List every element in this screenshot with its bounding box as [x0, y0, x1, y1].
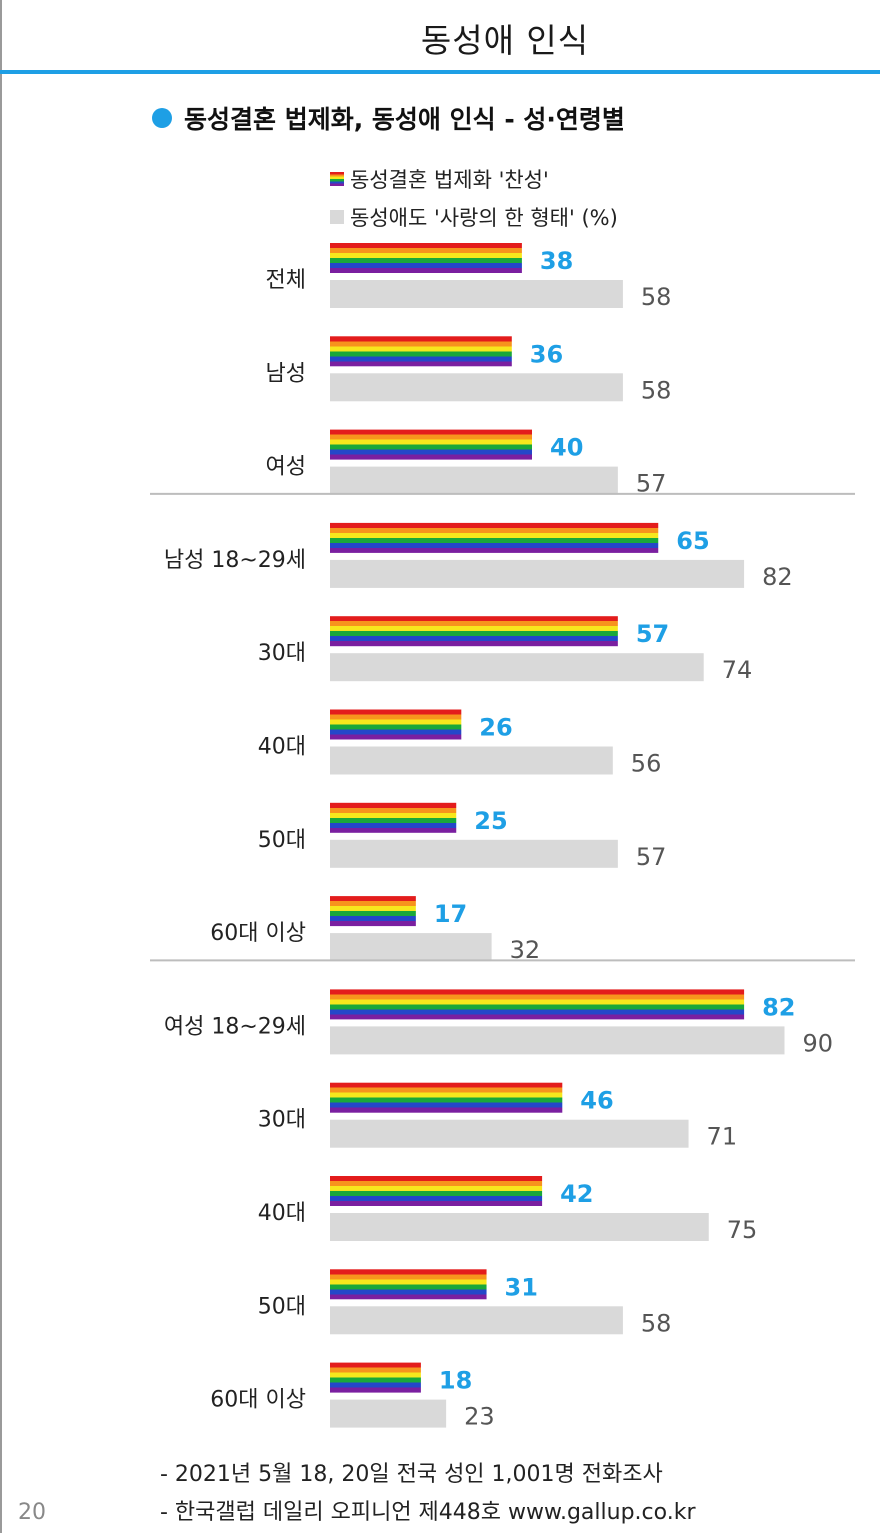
value-label-support: 42 [560, 1180, 593, 1208]
bar-support [330, 336, 512, 367]
left-margin-rule [0, 0, 2, 1533]
value-label-love: 23 [464, 1403, 495, 1431]
value-label-support: 17 [434, 900, 467, 928]
footnotes: - 2021년 5월 18, 20일 전국 성인 1,001명 전화조사 - 한… [160, 1456, 696, 1532]
bar-love [330, 559, 745, 588]
legend-item-support: 동성결혼 법제화 '찬성' [330, 160, 618, 198]
bar-love [330, 1306, 623, 1335]
bar-support [330, 522, 659, 553]
chart-legend: 동성결혼 법제화 '찬성' 동성애도 '사랑의 한 형태' (%) [330, 160, 618, 236]
value-label-love: 74 [722, 656, 753, 684]
value-label-love: 58 [641, 376, 672, 404]
category-label: 50대 [258, 1294, 306, 1319]
value-label-love: 90 [803, 1029, 834, 1057]
value-label-love: 58 [641, 283, 672, 311]
page-number: 20 [18, 1500, 46, 1525]
value-label-support: 82 [762, 993, 795, 1021]
category-label: 60대 이상 [210, 921, 306, 946]
bar-support [330, 243, 522, 273]
value-label-support: 31 [505, 1273, 538, 1301]
bar-love [330, 839, 618, 868]
value-label-love: 57 [636, 843, 667, 871]
bar-support [330, 616, 618, 647]
bar-support [330, 989, 745, 1020]
bar-love [330, 1119, 689, 1148]
section-title: 동성결혼 법제화, 동성애 인식 - 성·연령별 [152, 100, 625, 136]
value-label-love: 56 [631, 750, 662, 778]
footnote-source: - 한국갤럽 데일리 오피니언 제448호 www.gallup.co.kr [160, 1500, 696, 1525]
legend-label-love: 동성애도 '사랑의 한 형태' (%) [350, 206, 618, 230]
category-label: 50대 [258, 828, 306, 853]
bar-love [330, 1026, 785, 1055]
bar-support [330, 1362, 421, 1393]
bar-love [330, 373, 623, 402]
bar-support [330, 896, 416, 927]
category-label: 60대 이상 [210, 1388, 306, 1413]
bar-love [330, 466, 618, 495]
value-label-support: 25 [474, 807, 507, 835]
bar-love [330, 653, 704, 682]
rainbow-swatch-icon [330, 172, 344, 186]
category-label: 40대 [258, 1201, 306, 1226]
value-label-love: 75 [727, 1216, 758, 1244]
value-label-support: 40 [550, 434, 583, 462]
bar-love [330, 746, 613, 775]
bar-support [330, 802, 457, 833]
section-title-text: 동성결혼 법제화, 동성애 인식 - 성·연령별 [184, 105, 625, 134]
bar-love [330, 280, 623, 308]
bullet-dot-icon [152, 108, 172, 128]
category-label: 전체 [266, 268, 306, 293]
category-label: 30대 [258, 641, 306, 666]
bar-love [330, 1399, 447, 1428]
value-label-love: 71 [707, 1123, 738, 1151]
value-label-support: 57 [636, 620, 669, 648]
bar-support [330, 1269, 487, 1300]
value-label-support: 38 [540, 247, 573, 275]
bar-support [330, 709, 462, 740]
gray-swatch-icon [330, 210, 344, 224]
category-label: 남성 18~29세 [164, 548, 306, 573]
bar-love [330, 933, 492, 962]
legend-item-love: 동성애도 '사랑의 한 형태' (%) [330, 198, 618, 236]
category-label: 30대 [258, 1108, 306, 1133]
value-label-support: 26 [479, 714, 512, 742]
value-label-support: 46 [580, 1087, 613, 1115]
category-label: 여성 18~29세 [164, 1014, 306, 1039]
legend-label-support: 동성결혼 법제화 '찬성' [350, 168, 549, 192]
bar-support [330, 1176, 543, 1206]
page-header: 동성애 인식 [0, 0, 880, 74]
bar-love [330, 1213, 709, 1241]
value-label-love: 82 [762, 563, 793, 591]
header-rule [0, 70, 880, 74]
category-label: 여성 [266, 455, 306, 480]
page-title: 동성애 인식 [420, 21, 590, 60]
bar-support [330, 429, 532, 460]
value-label-love: 58 [641, 1309, 672, 1337]
category-label: 40대 [258, 735, 306, 760]
value-label-support: 65 [676, 527, 709, 555]
bar-support [330, 1082, 563, 1113]
value-label-support: 18 [439, 1367, 472, 1395]
footnote-survey: - 2021년 5월 18, 20일 전국 성인 1,001명 전화조사 [160, 1462, 663, 1487]
value-label-support: 36 [530, 340, 563, 368]
category-label: 남성 [266, 361, 306, 386]
